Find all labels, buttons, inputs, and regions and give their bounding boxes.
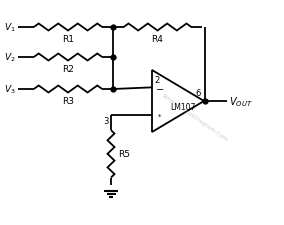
Text: $*$: $*$ — [157, 112, 163, 118]
Text: R2: R2 — [62, 65, 74, 74]
Text: SimpleCircuitDiagram.Com: SimpleCircuitDiagram.Com — [161, 93, 229, 142]
Text: R4: R4 — [152, 35, 163, 44]
Text: 3: 3 — [104, 116, 109, 125]
Text: $V_{OUT}$: $V_{OUT}$ — [229, 95, 252, 108]
Text: $V_1$: $V_1$ — [4, 22, 16, 34]
Text: $-$: $-$ — [155, 83, 164, 93]
Text: R1: R1 — [62, 35, 74, 44]
Text: $V_3$: $V_3$ — [4, 83, 16, 96]
Text: 2: 2 — [154, 76, 159, 85]
Text: LM107: LM107 — [170, 103, 196, 112]
Text: R3: R3 — [62, 97, 74, 106]
Text: R5: R5 — [118, 150, 130, 159]
Text: $V_2$: $V_2$ — [5, 52, 16, 64]
Text: 6: 6 — [196, 89, 201, 98]
